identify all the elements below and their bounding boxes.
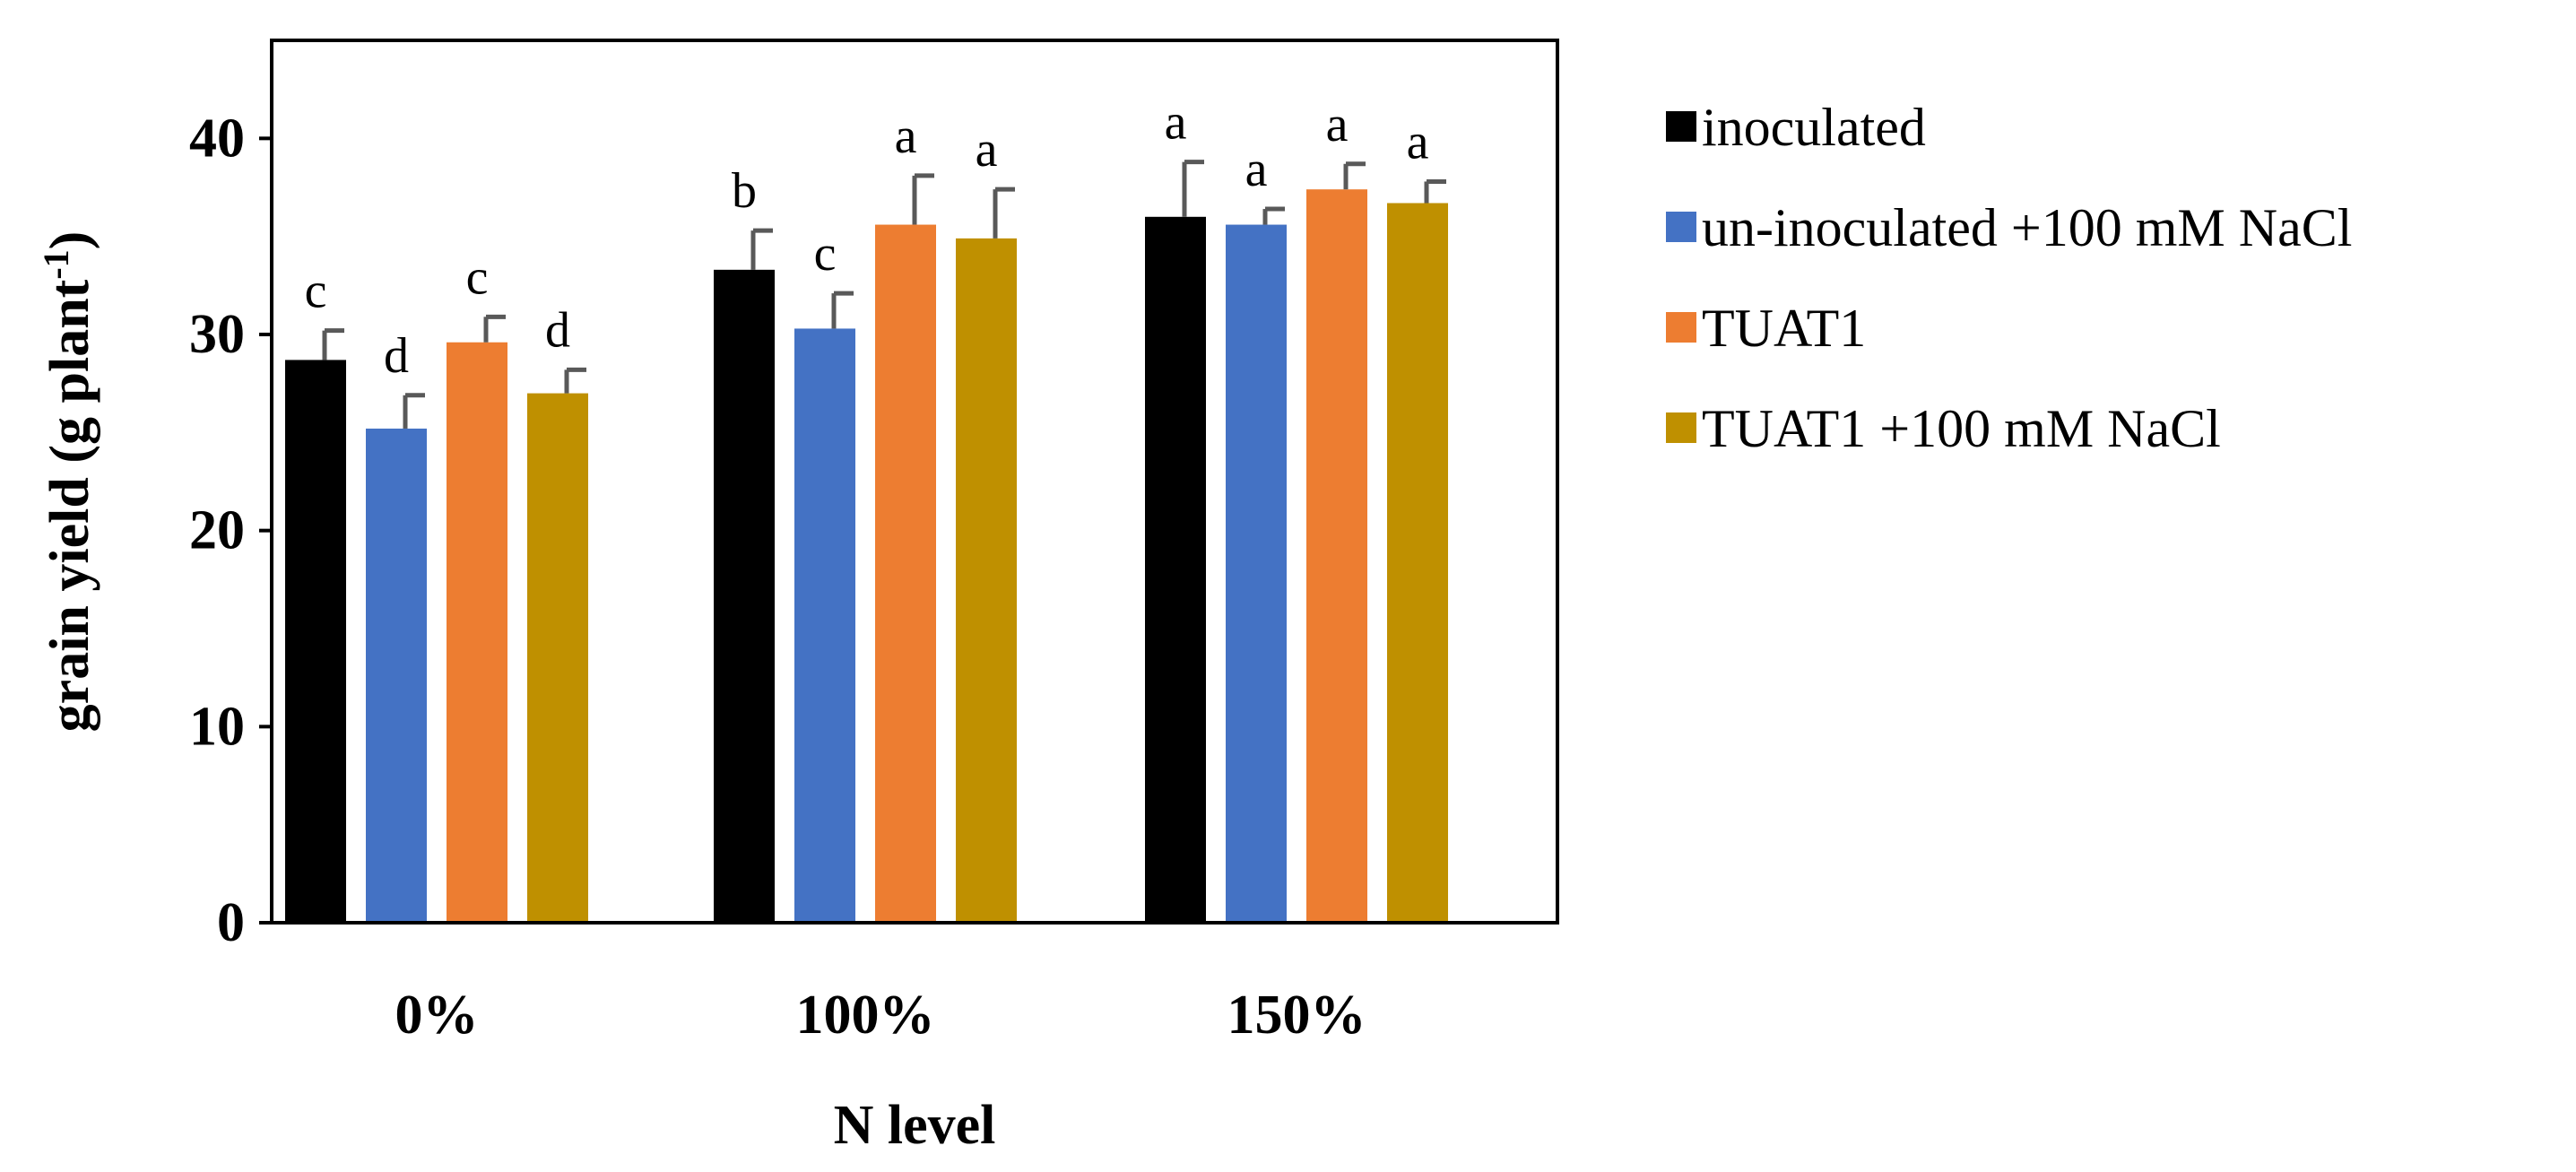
y-axis-title: grain yield (g plant-1) (36, 231, 101, 733)
x-tick-label: 0% (395, 985, 479, 1046)
bar (527, 393, 588, 924)
legend-swatch (1666, 212, 1696, 242)
x-tick-label: 100% (796, 985, 935, 1046)
y-tick-label: 40 (189, 108, 245, 169)
significance-label: a (1165, 95, 1187, 151)
bar (875, 224, 936, 924)
bar (1306, 189, 1367, 924)
axes: 0 10 20 30 40 0% 100% 150% N level grain yield (g… (36, 39, 1559, 1156)
significance-label: d (384, 328, 409, 384)
bar (714, 269, 775, 924)
significance-label: c (305, 264, 327, 319)
significance-label: a (895, 109, 917, 164)
legend-label: inoculated (1702, 98, 1926, 157)
bar (1226, 224, 1287, 924)
legend-label: un-inoculated +100 mM NaCl (1702, 198, 2352, 257)
bar (1145, 216, 1206, 924)
bar (1387, 203, 1448, 923)
plot-frame (270, 39, 1559, 925)
significance-label: a (1326, 97, 1349, 152)
bar (956, 238, 1017, 923)
x-axis-title: N level (834, 1095, 996, 1156)
y-tick-label: 30 (189, 304, 245, 365)
bar (366, 428, 427, 924)
bar (285, 360, 346, 924)
legend: inoculated un-inoculated +100 mM NaCl TUAT… (1666, 98, 2352, 458)
bar (447, 342, 507, 923)
legend-label: TUAT1 (1702, 299, 1866, 358)
significance-label: d (545, 302, 570, 358)
x-tick-label: 150% (1227, 985, 1366, 1046)
legend-swatch (1666, 312, 1696, 343)
significance-label: a (1245, 142, 1268, 197)
significance-label: a (1407, 114, 1429, 169)
y-tick-label: 10 (189, 696, 245, 757)
significance-label: a (976, 122, 998, 178)
bar (794, 328, 855, 923)
y-tick-label: 0 (217, 892, 245, 953)
significance-label: c (466, 249, 489, 305)
legend-swatch (1666, 111, 1696, 142)
y-tick-label: 20 (189, 500, 245, 561)
significance-label: c (814, 226, 837, 282)
significance-label: b (732, 163, 757, 219)
legend-label: TUAT1 +100 mM NaCl (1702, 399, 2221, 458)
legend-swatch (1666, 412, 1696, 443)
